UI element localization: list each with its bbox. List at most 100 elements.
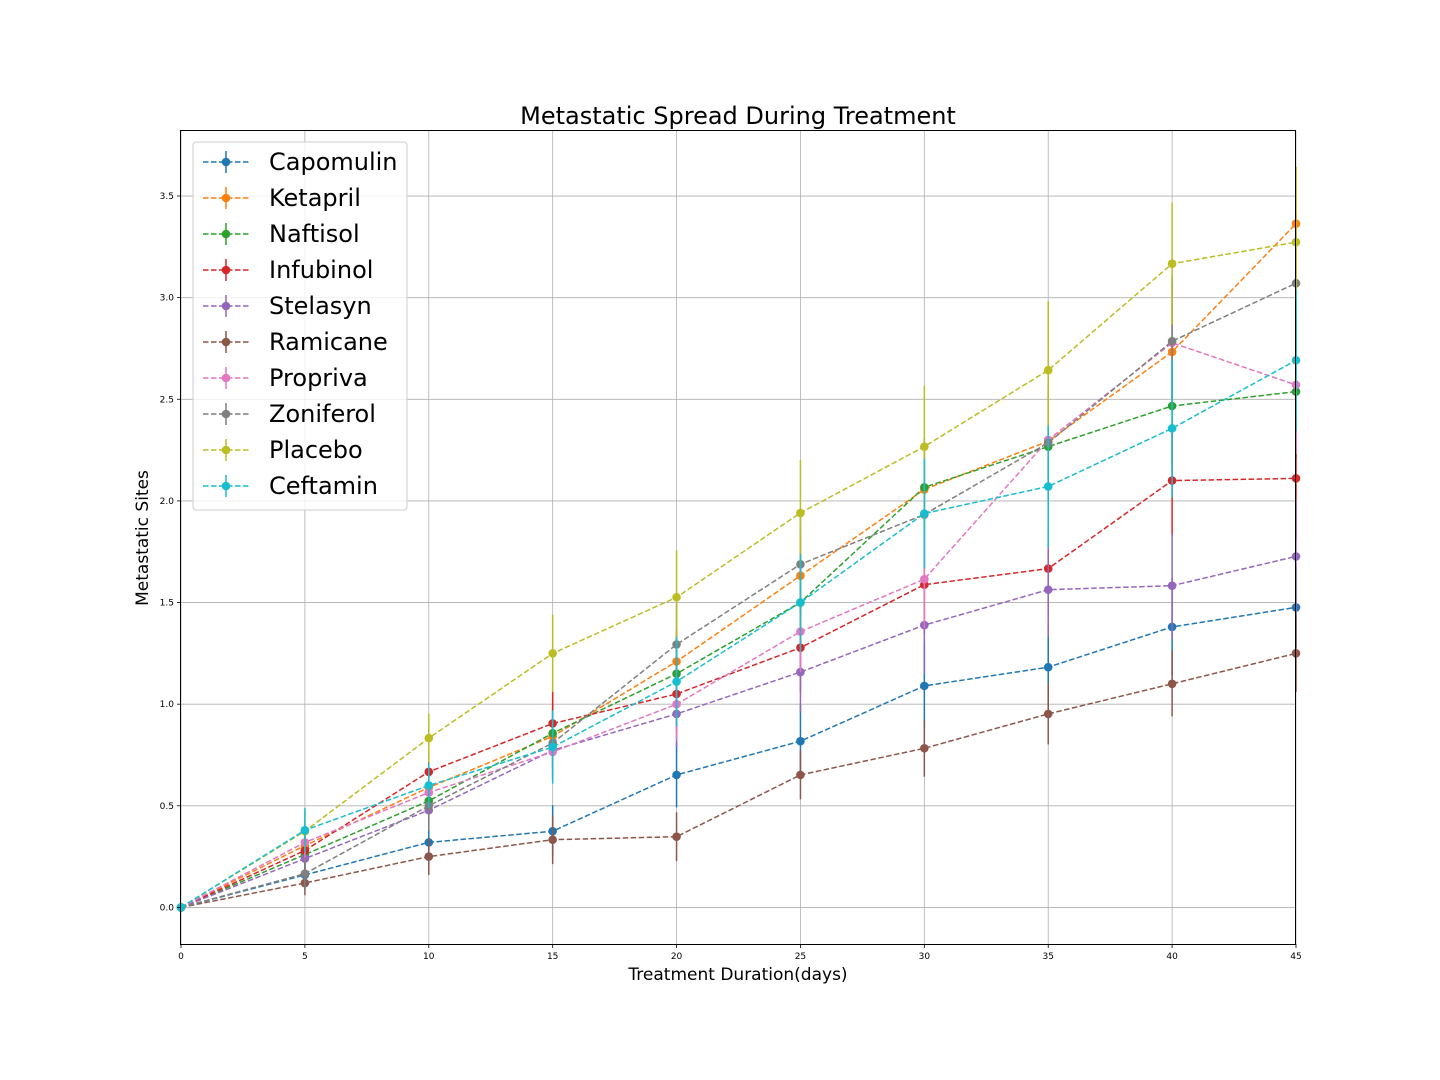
- series-line: [180, 390, 1297, 909]
- data-point: [300, 869, 310, 878]
- data-point: [1043, 482, 1053, 491]
- legend-item: Placebo: [203, 436, 363, 464]
- x-tick-label: 30: [919, 952, 931, 962]
- series-line: [180, 282, 1297, 909]
- x-tick-label: 40: [1166, 952, 1178, 962]
- data-point: [796, 770, 805, 780]
- plot-area-frame: [180, 130, 1296, 945]
- y-tick-label: 2.0: [160, 497, 175, 507]
- y-tick-label: 3.5: [160, 192, 174, 202]
- legend: Capomulin Ketapril Naftisol Infubinol Stelas…: [192, 141, 408, 511]
- data-point: [1043, 585, 1053, 595]
- legend-label: Capomulin: [269, 148, 398, 176]
- x-tick-label: 45: [1290, 952, 1301, 962]
- legend-item: Ramicane: [203, 328, 388, 356]
- y-tick-label: 2.5: [160, 395, 174, 405]
- data-point: [796, 736, 805, 746]
- legend-label: Naftisol: [269, 220, 360, 248]
- y-tick-label: 1.5: [160, 599, 174, 609]
- legend-marker: [221, 193, 231, 203]
- data-point: [920, 509, 929, 518]
- data-point: [424, 733, 434, 743]
- legend-label: Stelasyn: [269, 292, 372, 320]
- legend-marker: [221, 445, 231, 455]
- grid-lines: [180, 131, 1297, 944]
- legend-marker: [221, 301, 231, 311]
- series-ramicane: [176, 614, 1301, 912]
- data-point: [1043, 365, 1053, 375]
- legend-item: Infubinol: [203, 256, 373, 284]
- data-point: [548, 835, 557, 845]
- series-line: [180, 223, 1297, 909]
- y-axis-title: Metastatic Sites: [133, 470, 153, 606]
- x-tick-label: 20: [671, 952, 683, 962]
- x-tick-label: 15: [547, 952, 558, 962]
- series-line: [180, 606, 1297, 909]
- x-axis-ticks: 0 5 10 15 20 25 30 35 40 45: [178, 944, 1302, 962]
- legend-label: Propriva: [269, 364, 368, 392]
- data-point: [672, 770, 681, 780]
- legend-label: Infubinol: [269, 256, 373, 284]
- legend-label: Ramicane: [269, 328, 388, 356]
- legend-item: Ceftamin: [203, 472, 378, 500]
- legend-item: Stelasyn: [203, 292, 372, 320]
- data-point: [920, 681, 929, 691]
- y-tick-label: 0.0: [160, 903, 175, 913]
- y-tick-label: 1.0: [160, 700, 175, 710]
- y-tick-label: 0.5: [160, 802, 174, 812]
- legend-marker: [221, 481, 231, 491]
- legend-marker: [221, 409, 231, 419]
- data-point: [424, 781, 434, 790]
- y-axis-ticks: 0.0 0.5 1.0 1.5 2.0 2.5 3.0 3.5: [160, 192, 181, 913]
- legend-label: Placebo: [269, 436, 363, 464]
- legend-item: Propriva: [203, 364, 368, 392]
- x-tick-label: 5: [302, 952, 308, 962]
- series-line: [180, 359, 1297, 909]
- x-tick-label: 25: [795, 952, 806, 962]
- data-point: [920, 574, 929, 584]
- legend-label: Zoniferol: [269, 400, 376, 428]
- legend-marker: [221, 157, 231, 167]
- y-tick-label: 3.0: [160, 294, 175, 304]
- legend-item: Capomulin: [203, 148, 398, 176]
- legend-marker: [221, 229, 231, 239]
- chart-title: Metastatic Spread During Treatment: [520, 102, 956, 130]
- data-point: [920, 743, 929, 753]
- data-point: [548, 742, 557, 752]
- legend-label: Ketapril: [269, 184, 361, 212]
- data-point: [1167, 424, 1177, 433]
- data-point: [672, 832, 681, 841]
- data-point: [1043, 709, 1053, 719]
- legend-marker: [221, 373, 231, 383]
- x-tick-label: 35: [1042, 952, 1053, 962]
- data-point: [796, 508, 805, 518]
- data-point: [1167, 581, 1177, 590]
- data-point: [1167, 259, 1177, 269]
- series-stelasyn: [176, 499, 1301, 912]
- series-line: [180, 652, 1297, 909]
- legend-item: Zoniferol: [203, 400, 376, 428]
- data-point: [920, 442, 929, 451]
- x-tick-label: 10: [423, 952, 435, 962]
- data-point: [1167, 679, 1177, 689]
- x-tick-label: 0: [178, 952, 184, 962]
- series-line: [180, 341, 1297, 909]
- data-series: [176, 166, 1301, 912]
- data-point: [424, 852, 434, 861]
- series-line: [180, 241, 1297, 909]
- series-placebo: [176, 166, 1301, 912]
- data-point: [796, 598, 805, 607]
- legend-marker: [221, 337, 231, 347]
- series-line: [180, 477, 1297, 909]
- data-point: [672, 677, 681, 686]
- data-point: [672, 592, 681, 602]
- data-point: [1167, 336, 1177, 346]
- series-line: [180, 555, 1297, 909]
- series-ceftamin: [176, 289, 1301, 912]
- data-point: [300, 825, 310, 835]
- data-point: [1043, 662, 1053, 672]
- legend-label: Ceftamin: [269, 472, 378, 500]
- x-axis-title: Treatment Duration(days): [627, 965, 847, 985]
